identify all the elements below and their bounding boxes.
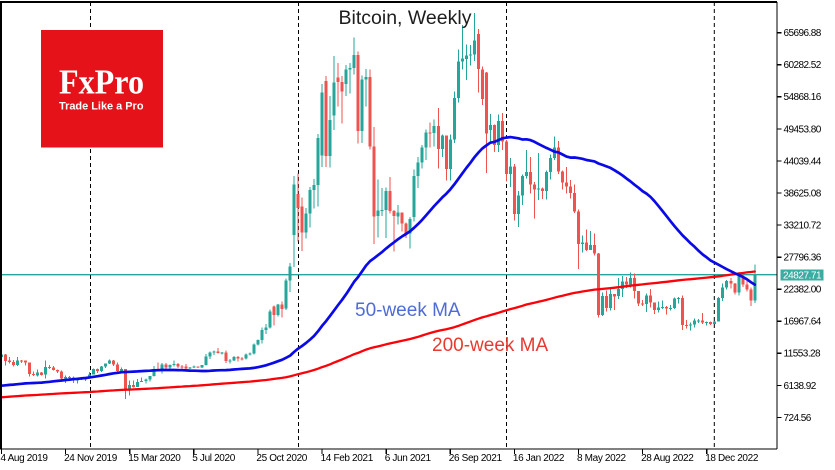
svg-text:8 May 2022: 8 May 2022 [577, 453, 627, 464]
svg-text:16 Jan 2022: 16 Jan 2022 [513, 453, 565, 464]
svg-text:44039.44: 44039.44 [784, 156, 822, 167]
svg-text:49453.80: 49453.80 [784, 124, 822, 135]
svg-text:724.56: 724.56 [784, 413, 812, 424]
svg-text:38625.08: 38625.08 [784, 188, 822, 199]
svg-text:5 Jul 2020: 5 Jul 2020 [192, 453, 235, 464]
svg-text:25 Oct 2020: 25 Oct 2020 [256, 453, 307, 464]
svg-text:54868.16: 54868.16 [784, 92, 822, 103]
svg-text:Trade Like a Pro: Trade Like a Pro [59, 101, 144, 113]
svg-text:14 Feb 2021: 14 Feb 2021 [321, 453, 374, 464]
svg-text:6 Jun 2021: 6 Jun 2021 [385, 453, 432, 464]
svg-text:11553.28: 11553.28 [784, 349, 822, 360]
svg-text:18 Dec 2022: 18 Dec 2022 [705, 453, 759, 464]
svg-text:26 Sep 2021: 26 Sep 2021 [449, 453, 503, 464]
svg-text:65696.88: 65696.88 [784, 28, 822, 39]
svg-text:28 Aug 2022: 28 Aug 2022 [641, 453, 694, 464]
svg-text:50-week MA: 50-week MA [355, 300, 461, 321]
svg-text:4 Aug 2019: 4 Aug 2019 [1, 453, 49, 464]
svg-text:24827.71: 24827.71 [783, 270, 822, 281]
svg-text:22382.00: 22382.00 [784, 285, 822, 296]
svg-text:60282.52: 60282.52 [784, 60, 822, 71]
svg-text:24 Nov 2019: 24 Nov 2019 [64, 453, 118, 464]
svg-text:Bitcoin, Weekly: Bitcoin, Weekly [339, 7, 472, 29]
svg-text:200-week MA: 200-week MA [432, 335, 548, 356]
svg-text:27796.36: 27796.36 [784, 253, 822, 264]
svg-text:FxPro: FxPro [59, 63, 144, 102]
svg-text:15 Mar 2020: 15 Mar 2020 [128, 453, 181, 464]
svg-text:6138.92: 6138.92 [784, 381, 817, 392]
svg-text:16967.64: 16967.64 [784, 317, 822, 328]
svg-text:33210.72: 33210.72 [784, 221, 822, 232]
